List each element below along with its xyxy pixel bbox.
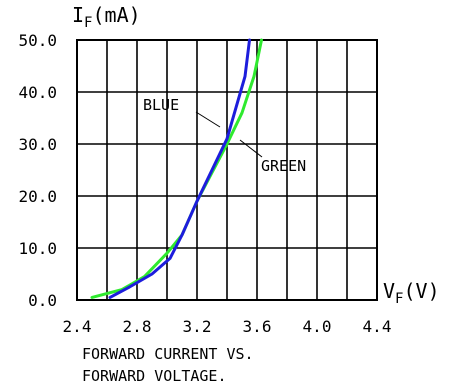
y-tick-label: 10.0 — [18, 239, 57, 258]
series-line-green — [90, 38, 263, 299]
x-tick-label: 3.2 — [183, 317, 212, 336]
y-axis-label: IF(mA) — [72, 3, 141, 31]
series-line-blue — [108, 38, 251, 299]
series-label-green: GREEN — [261, 157, 306, 175]
grid — [76, 39, 377, 301]
x-axis-label-base: V — [383, 279, 395, 303]
series-label-blue: BLUE — [143, 96, 179, 114]
series-leader-blue — [195, 111, 221, 128]
x-tick-label: 3.6 — [243, 317, 272, 336]
x-tick-label: 2.4 — [63, 317, 92, 336]
y-axis-label-base: I — [72, 3, 84, 27]
x-axis-label: VF(V) — [383, 279, 440, 307]
x-axis-label-unit: (V) — [403, 279, 439, 303]
plot-border — [76, 39, 378, 301]
caption-line-2: FORWARD VOLTAGE. — [82, 367, 227, 385]
series-group — [90, 38, 263, 299]
y-tick-label: 20.0 — [18, 187, 57, 206]
x-tick-label: 4.0 — [303, 317, 332, 336]
y-axis-label-unit: (mA) — [92, 3, 140, 27]
tick-labels: 2.4 2.8 3.2 3.6 4.0 4.4 0.0 10.0 20.0 30.0 40.0 50.… — [18, 31, 391, 336]
plot-frame — [76, 39, 378, 301]
y-tick-label: 50.0 — [18, 31, 57, 50]
caption-line-1: FORWARD CURRENT VS. — [82, 345, 254, 363]
x-axis-label-subscript: F — [395, 291, 403, 307]
x-tick-label: 2.8 — [123, 317, 152, 336]
series-leader-green — [239, 139, 263, 158]
x-tick-label: 4.4 — [363, 317, 392, 336]
y-axis-label-subscript: F — [84, 15, 92, 31]
y-tick-label: 30.0 — [18, 135, 57, 154]
y-tick-label: 40.0 — [18, 83, 57, 102]
y-tick-label: 0.0 — [28, 291, 57, 310]
